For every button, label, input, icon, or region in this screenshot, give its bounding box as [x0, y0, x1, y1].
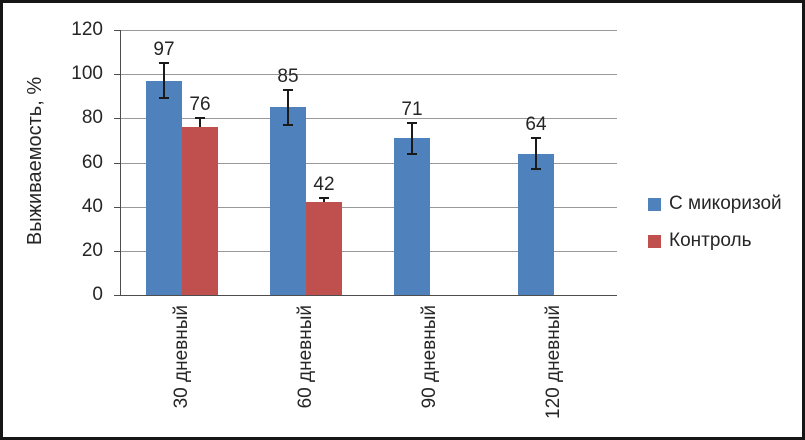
y-axis-tick	[114, 250, 120, 252]
value-label-mycorrhiza-2: 71	[401, 98, 423, 120]
bar-control-1	[306, 202, 342, 295]
x-axis-tick-label: 90 дневный	[419, 305, 440, 409]
value-label-mycorrhiza-0: 97	[153, 39, 175, 61]
error-bar-bottom-cap-mycorrhiza-1	[283, 123, 293, 126]
error-bar-control-0	[199, 118, 201, 128]
y-axis-tick	[114, 30, 120, 31]
y-axis-tick-label: 0	[92, 284, 103, 305]
bar-control-0	[182, 127, 218, 295]
legend-item-control: Контроль	[648, 230, 782, 252]
value-label-mycorrhiza-1: 85	[277, 65, 299, 87]
gridline	[120, 206, 617, 208]
gridline	[120, 30, 617, 31]
y-axis-tick	[114, 206, 120, 208]
error-bar-control-1	[323, 197, 325, 203]
x-axis-tick-label: 30 дневный	[171, 305, 192, 409]
error-bar-mycorrhiza-3	[535, 138, 537, 170]
gridline	[120, 250, 617, 252]
error-bar-top-cap-control-1	[319, 196, 329, 199]
value-label-control-1: 42	[313, 173, 335, 195]
x-axis-tick-label: 120 дневный	[543, 305, 564, 419]
gridline	[120, 118, 617, 120]
y-axis-tick	[114, 118, 120, 120]
y-axis-tick-label: 100	[71, 63, 103, 85]
error-bar-top-cap-control-0	[195, 117, 205, 120]
y-axis-tick-label: 40	[81, 195, 103, 217]
y-axis-tick-label: 60	[81, 151, 103, 173]
error-bar-mycorrhiza-0	[163, 63, 165, 99]
y-axis-tick-label: 20	[81, 239, 103, 261]
error-bar-bottom-cap-mycorrhiza-3	[531, 168, 541, 171]
bar-mycorrhiza-1	[270, 107, 306, 295]
y-axis-tick	[114, 162, 120, 164]
error-bar-top-cap-mycorrhiza-3	[531, 137, 541, 140]
legend-swatch-control	[648, 234, 661, 248]
y-axis-tick-label: 80	[81, 107, 103, 129]
y-axis-tick-label: 120	[71, 19, 103, 40]
bar-mycorrhiza-2	[394, 138, 430, 295]
x-axis-line	[120, 295, 617, 296]
error-bar-top-cap-mycorrhiza-1	[283, 88, 293, 91]
y-axis-tick	[114, 74, 120, 76]
legend-item-mycorrhiza: С микоризой	[648, 193, 782, 215]
bar-chart: Выживаемость, % С микоризой Контроль 0 20…	[3, 3, 802, 437]
value-label-control-0: 76	[189, 94, 211, 116]
error-bar-mycorrhiza-1	[287, 89, 289, 125]
error-bar-mycorrhiza-2	[411, 122, 413, 154]
y-axis-tick	[114, 295, 120, 296]
bar-mycorrhiza-3	[518, 153, 554, 295]
legend-label-control: Контроль	[669, 230, 752, 251]
legend-swatch-mycorrhiza	[648, 197, 661, 211]
x-axis-tick-label: 60 дневный	[295, 305, 316, 409]
y-axis-title: Выживаемость, %	[24, 76, 46, 246]
bar-mycorrhiza-0	[146, 80, 182, 295]
error-bar-top-cap-mycorrhiza-0	[159, 62, 169, 65]
error-bar-bottom-cap-mycorrhiza-2	[407, 152, 417, 155]
value-label-mycorrhiza-3: 64	[525, 114, 547, 136]
y-axis-line	[120, 30, 121, 296]
error-bar-top-cap-mycorrhiza-2	[407, 121, 417, 124]
error-bar-bottom-cap-mycorrhiza-0	[159, 97, 169, 100]
gridline	[120, 162, 617, 164]
gridline	[120, 74, 617, 76]
legend: С микоризой Контроль	[648, 193, 782, 252]
legend-label-mycorrhiza: С микоризой	[669, 193, 782, 214]
